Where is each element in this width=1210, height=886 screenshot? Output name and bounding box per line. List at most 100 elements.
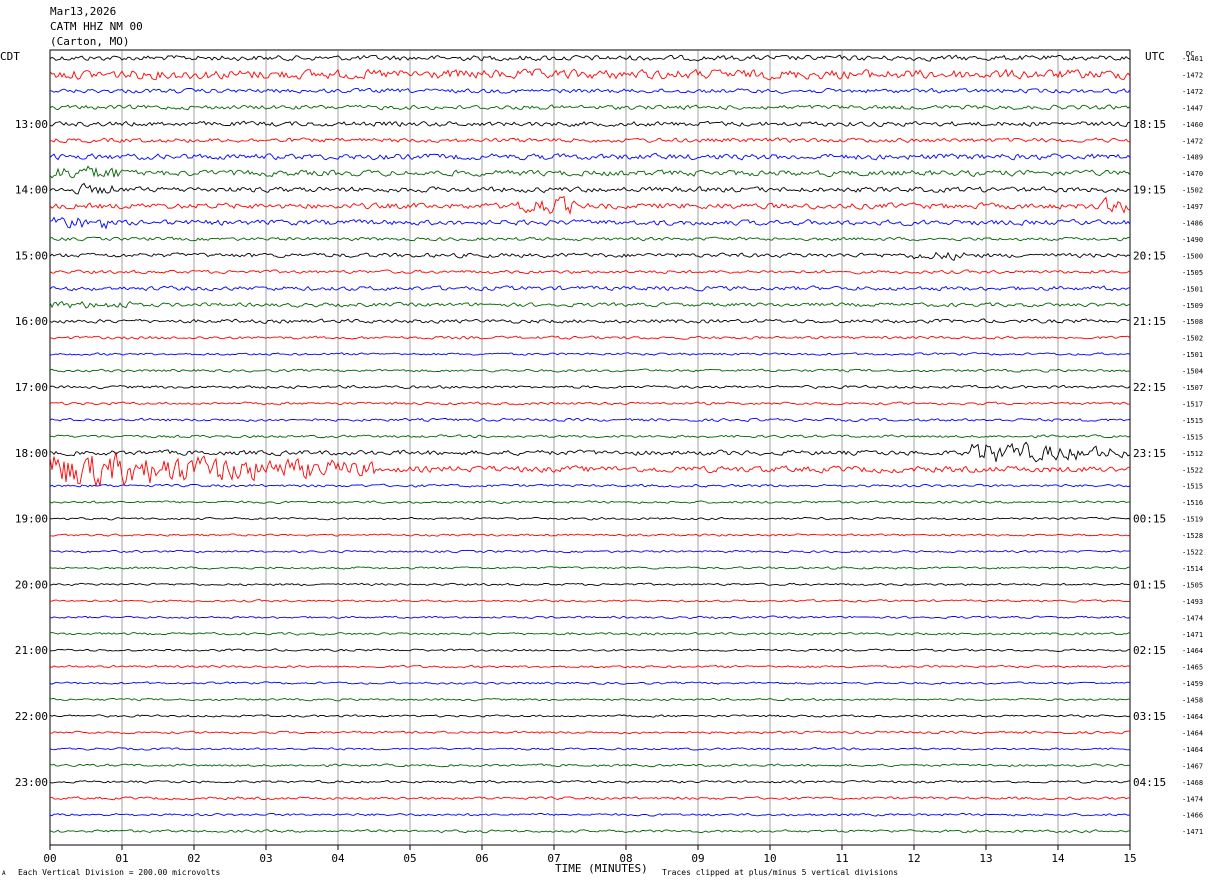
left-hour-label: 23:00 <box>15 776 48 789</box>
plot-frame <box>49 49 1131 846</box>
dc-offset-label: -1519 <box>1182 516 1203 524</box>
dc-offset-label: -1464 <box>1182 746 1203 754</box>
dc-offset-label: -1515 <box>1182 433 1203 441</box>
dc-offset-label: -1522 <box>1182 466 1203 474</box>
trace-row <box>49 352 1131 356</box>
corner-mark: A <box>2 870 6 877</box>
trace-row <box>49 747 1131 751</box>
trace-row <box>49 664 1131 669</box>
trace-row <box>49 763 1131 768</box>
trace-row <box>49 697 1131 702</box>
dc-offset-label: -1465 <box>1182 664 1203 672</box>
left-hour-label: 18:00 <box>15 447 48 460</box>
trace-row <box>49 566 1131 570</box>
right-hour-label: 19:15 <box>1133 184 1166 197</box>
dc-offset-label: -1512 <box>1182 450 1203 458</box>
dc-offset-label: -1497 <box>1182 203 1203 211</box>
trace-row <box>49 648 1131 652</box>
x-tick-label: 09 <box>691 852 704 865</box>
dc-offset-label: -1504 <box>1182 368 1203 376</box>
left-hour-label: 21:00 <box>15 644 48 657</box>
dc-offset-label: -1472 <box>1182 71 1203 79</box>
right-hour-label: 00:15 <box>1133 513 1166 526</box>
dc-offset-label: -1461 <box>1182 55 1203 63</box>
x-axis-title: TIME (MINUTES) <box>555 862 648 875</box>
dc-offset-label: -1460 <box>1182 121 1203 129</box>
trace-row <box>49 516 1131 521</box>
trace-row <box>49 300 1131 309</box>
dc-offset-label: -1516 <box>1182 499 1203 507</box>
trace-row <box>49 582 1131 587</box>
trace-row <box>49 483 1131 488</box>
trace-row <box>49 195 1131 216</box>
left-hour-label: 19:00 <box>15 513 48 526</box>
dc-offset-label: -1447 <box>1182 104 1203 112</box>
dc-offset-label: -1471 <box>1182 828 1203 836</box>
x-tick-label: 13 <box>979 852 992 865</box>
dc-offset-label: -1505 <box>1182 581 1203 589</box>
x-tick-label: 08 <box>619 852 632 865</box>
trace-row <box>49 829 1131 834</box>
trace-row <box>49 401 1131 406</box>
x-tick-label: 01 <box>115 852 128 865</box>
dc-offset-label: -1528 <box>1182 532 1203 540</box>
dc-offset-label: -1472 <box>1182 137 1203 145</box>
trace-row <box>49 216 1131 230</box>
trace-row <box>49 165 1131 179</box>
left-hour-label: 14:00 <box>15 184 48 197</box>
dc-offset-label: -1472 <box>1182 88 1203 96</box>
trace-row <box>49 796 1131 801</box>
dc-offset-label: -1508 <box>1182 318 1203 326</box>
dc-offset-label: -1464 <box>1182 729 1203 737</box>
dc-offset-label: -1490 <box>1182 236 1203 244</box>
dc-offset-label: -1505 <box>1182 269 1203 277</box>
x-tick-label: 00 <box>43 852 56 865</box>
dc-offset-label: -1474 <box>1182 614 1203 622</box>
right-hour-label: 01:15 <box>1133 578 1166 591</box>
x-tick-label: 14 <box>1051 852 1065 865</box>
right-hour-label: 23:15 <box>1133 447 1166 460</box>
dc-offset-label: -1486 <box>1182 220 1203 228</box>
dc-offset-label: -1515 <box>1182 483 1203 491</box>
trace-row <box>49 631 1131 636</box>
dc-offset-label: -1467 <box>1182 762 1203 770</box>
trace-row <box>49 236 1131 242</box>
station-label: CATM HHZ NM 00 <box>50 20 143 33</box>
x-tick-label: 07 <box>547 852 560 865</box>
dc-offset-label: -1493 <box>1182 598 1203 606</box>
trace-row <box>49 335 1131 340</box>
left-hour-label: 22:00 <box>15 710 48 723</box>
left-hour-label: 17:00 <box>15 381 48 394</box>
trace-row <box>49 152 1131 161</box>
trace-row <box>49 68 1131 81</box>
dc-offset-label: -1464 <box>1182 713 1203 721</box>
trace-row <box>49 104 1131 111</box>
left-timezone-label: CDT <box>0 50 20 63</box>
x-tick-label: 11 <box>835 852 848 865</box>
trace-row <box>50 549 1131 554</box>
trace-row <box>49 285 1131 292</box>
trace-row <box>49 533 1131 537</box>
right-hour-label: 02:15 <box>1133 644 1166 657</box>
right-hour-label: 18:15 <box>1133 118 1166 131</box>
dc-offset-label: -1474 <box>1182 795 1203 803</box>
clip-note: Traces clipped at plus/minus 5 vertical … <box>662 868 899 877</box>
x-tick-label: 03 <box>259 852 272 865</box>
left-hour-label: 16:00 <box>15 315 48 328</box>
trace-row <box>49 269 1131 275</box>
left-hour-label: 15:00 <box>15 249 48 262</box>
left-hour-label: 13:00 <box>15 118 48 131</box>
trace-row <box>49 182 1131 195</box>
dc-offset-label: -1468 <box>1182 779 1203 787</box>
trace-row <box>49 384 1131 390</box>
date-label: Mar13,2026 <box>50 5 117 18</box>
trace-row <box>49 500 1130 505</box>
x-tick-label: 06 <box>475 852 488 865</box>
trace-row <box>49 451 1131 488</box>
right-hour-label: 21:15 <box>1133 315 1166 328</box>
dc-offset-label: -1464 <box>1182 647 1203 655</box>
trace-row <box>49 120 1131 128</box>
right-hour-label: 20:15 <box>1133 249 1166 262</box>
dc-offset-label: -1459 <box>1182 680 1203 688</box>
